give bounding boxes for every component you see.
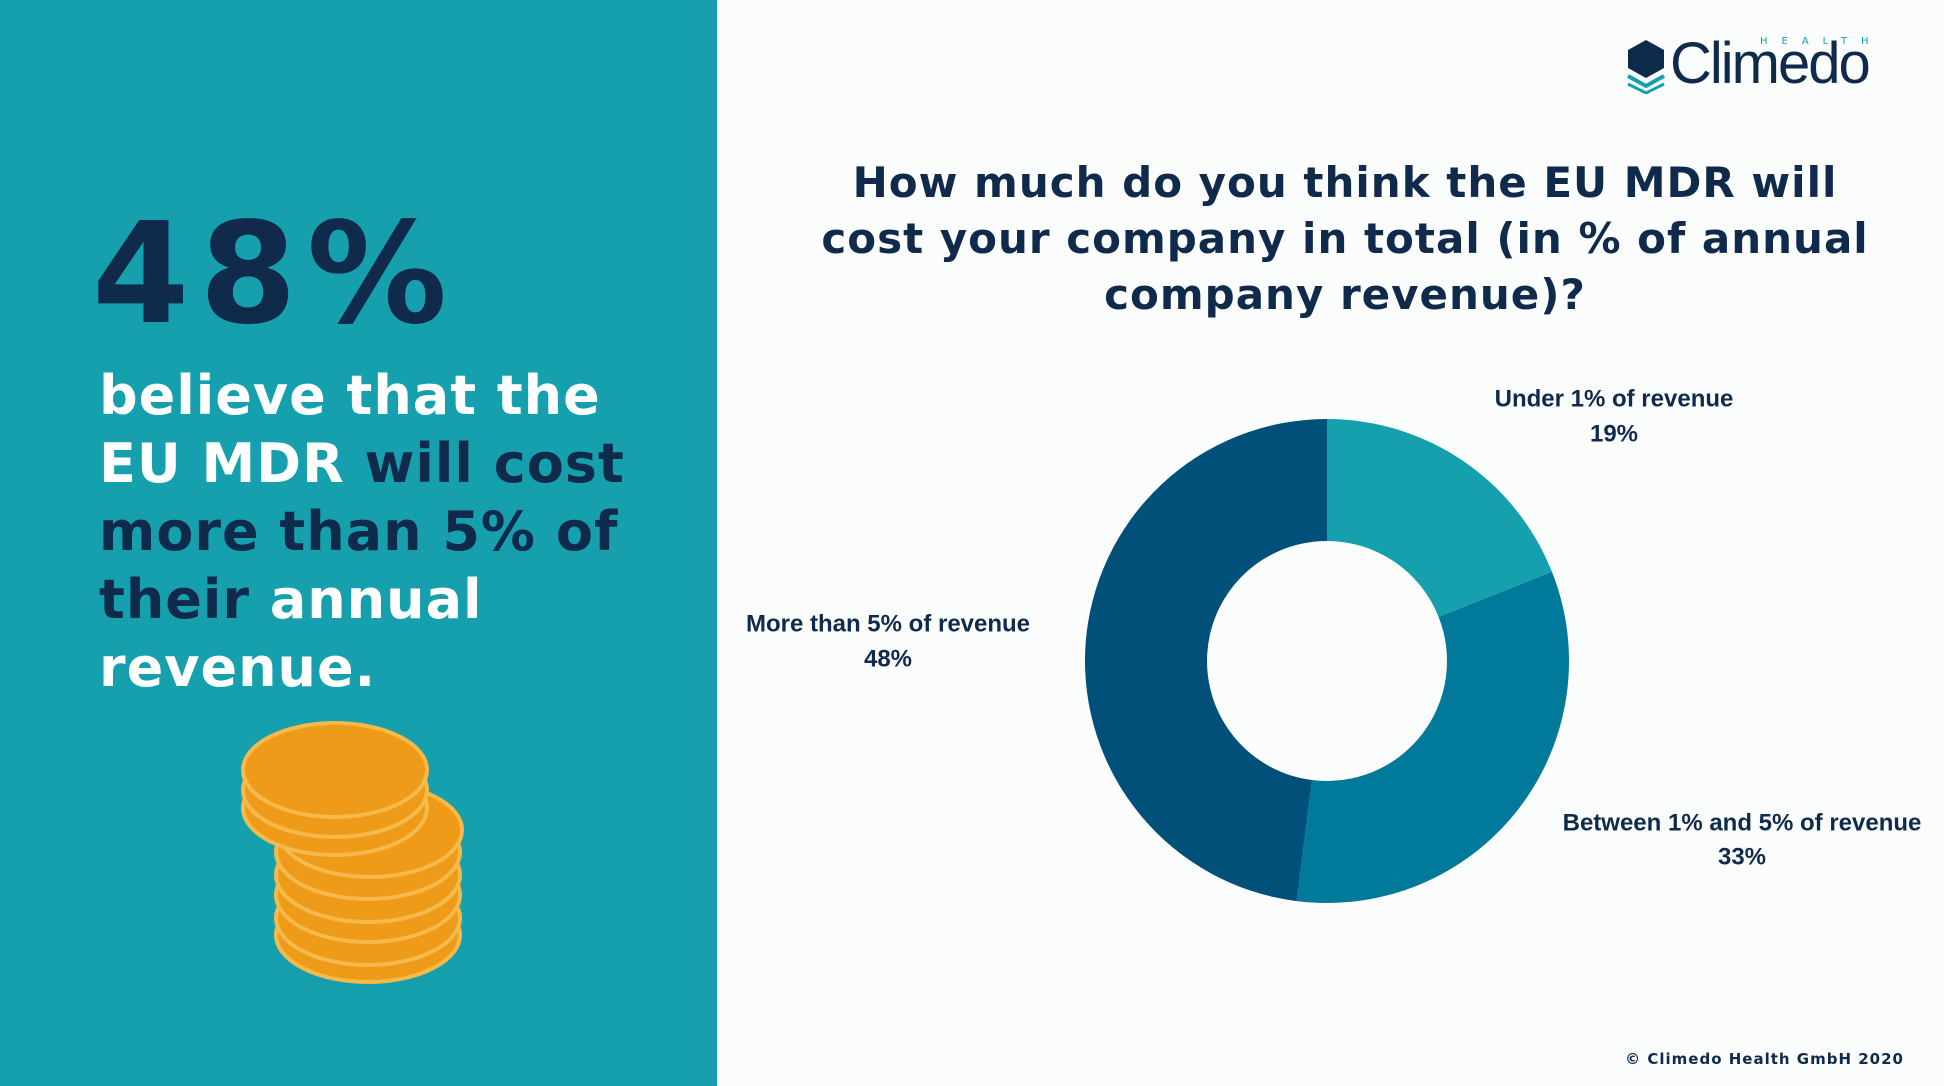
- statement-part: annual revenue.: [99, 568, 483, 699]
- slice-label: Between 1% and 5% of revenue: [1563, 809, 1922, 836]
- coins: [241, 721, 464, 984]
- slice-label: More than 5% of revenue: [746, 610, 1030, 637]
- value-label: 19%: [1590, 420, 1638, 447]
- headline: 48%: [92, 193, 458, 356]
- donut-slice: [1085, 419, 1327, 902]
- logo-name: Climedo: [1670, 31, 1871, 96]
- slice-label: Under 1% of revenue: [1495, 385, 1734, 412]
- value-label: 48%: [864, 645, 912, 672]
- donut-slice: [1296, 571, 1569, 903]
- statement: believe that the EU MDR will cost more t…: [99, 362, 699, 702]
- chart-title: How much do you think the EU MDR will co…: [821, 158, 1869, 319]
- sidebar: 48% believe that the EU MDR will cost mo…: [0, 0, 717, 1086]
- logo-icon: [1627, 40, 1665, 94]
- logo-tagline: HEALTH: [1760, 36, 1883, 47]
- logo: Climedo: [1627, 30, 1871, 97]
- value-label: 33%: [1718, 843, 1766, 870]
- footer: © Climedo Health GmbH 2020: [1625, 1050, 1904, 1068]
- statement-part: will cost more than 5% of their: [99, 432, 625, 631]
- statement-part: believe that the EU MDR: [99, 364, 601, 495]
- donut-slice: [1327, 419, 1553, 617]
